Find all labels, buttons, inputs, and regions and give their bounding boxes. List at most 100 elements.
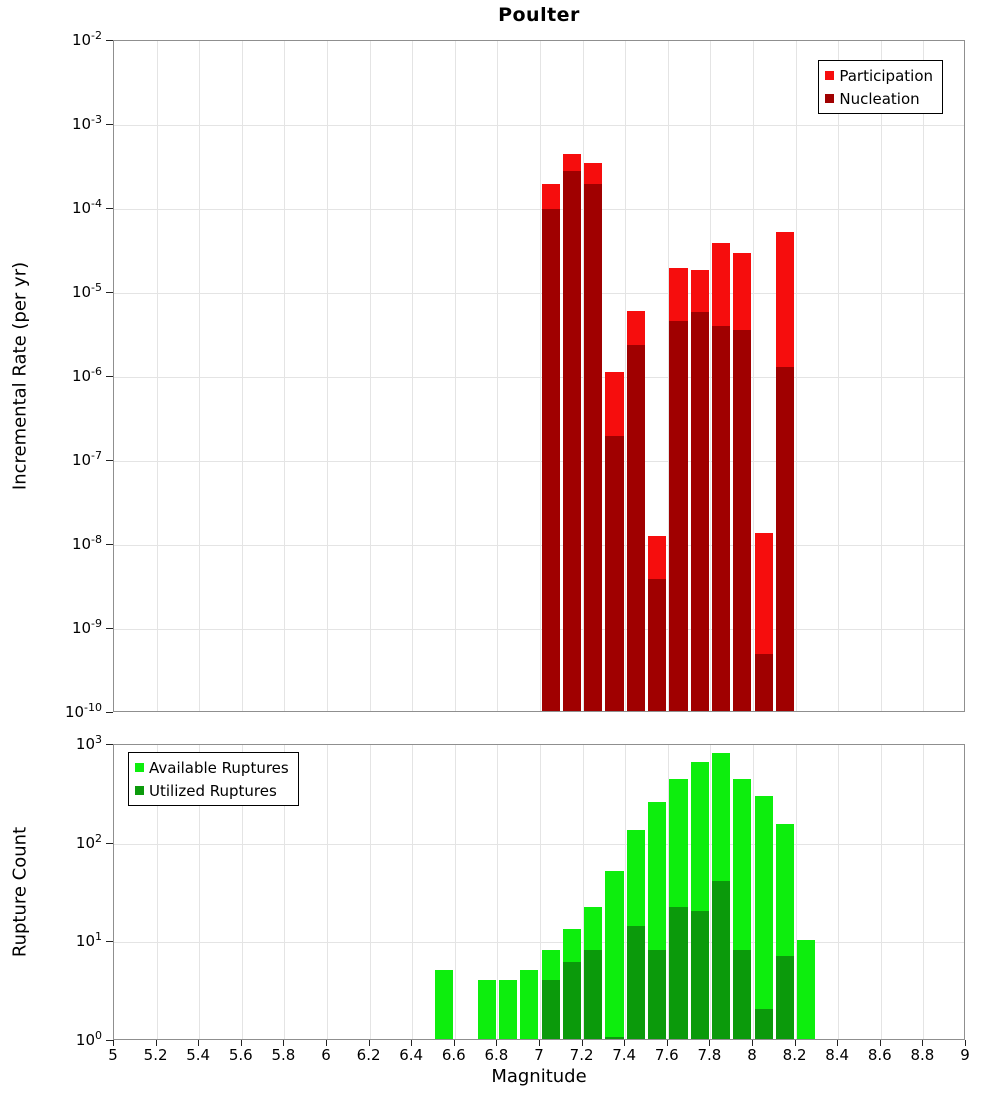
y-tick-mark [106, 124, 113, 125]
y-tick-label: 10-5 [71, 281, 102, 301]
nucleation-bar [605, 435, 624, 711]
gridline [114, 377, 964, 378]
x-tick-mark [155, 1040, 157, 1046]
x-tick-mark [453, 1040, 455, 1046]
x-tick-label: 6 [321, 1046, 331, 1064]
utilized-ruptures-bar [775, 955, 795, 1039]
nucleation-bar [669, 320, 688, 711]
y-tick-label: 10-4 [71, 197, 102, 217]
utilized-ruptures-swatch-icon [135, 786, 144, 795]
gridline [327, 41, 328, 711]
gridline [625, 41, 627, 711]
gridline [369, 41, 371, 711]
rate-legend: Participation Nucleation [818, 60, 943, 114]
available-ruptures-bar [435, 970, 454, 1039]
y-tick-mark [106, 544, 113, 545]
x-tick-mark [666, 1040, 668, 1046]
gridline [412, 41, 414, 711]
y-tick-label: 103 [75, 733, 102, 753]
y-tick-mark [106, 208, 113, 209]
x-tick-mark [879, 1040, 881, 1046]
x-tick-label: 5.2 [143, 1046, 168, 1064]
legend-label-nucleation: Nucleation [839, 89, 920, 108]
gridline [199, 41, 201, 711]
x-tick-mark [965, 1040, 966, 1046]
x-tick-label: 6.8 [484, 1046, 509, 1064]
legend-item-utilized-ruptures: Utilized Ruptures [135, 779, 289, 802]
x-tick-mark [240, 1040, 242, 1046]
available-ruptures-bar [797, 940, 816, 1039]
gridline [497, 745, 499, 1039]
x-tick-label: 5.4 [186, 1046, 211, 1064]
utilized-ruptures-bar [562, 962, 582, 1039]
available-ruptures-swatch-icon [135, 763, 144, 772]
gridline [838, 745, 840, 1039]
legend-label-available-ruptures: Available Ruptures [149, 758, 289, 777]
gridline [114, 293, 964, 294]
x-tick-label: 7.4 [612, 1046, 637, 1064]
gridline [114, 461, 964, 462]
x-tick-mark [837, 1040, 839, 1046]
x-tick-mark [794, 1040, 796, 1046]
x-axis-label: Magnitude [491, 1066, 587, 1087]
gridline [241, 745, 243, 1039]
gridline [369, 745, 371, 1039]
rupture-count-plot [113, 744, 965, 1040]
x-tick-label: 8.8 [910, 1046, 935, 1064]
x-tick-mark [624, 1040, 626, 1046]
gridline [540, 41, 541, 711]
gridline [795, 41, 797, 711]
nucleation-bar [562, 170, 582, 711]
x-tick-mark [752, 1040, 753, 1046]
bottom-y-axis-label: Rupture Count [9, 826, 31, 958]
legend-item-participation: Participation [825, 64, 933, 87]
utilized-ruptures-bar [648, 949, 667, 1039]
utilized-ruptures-bar [626, 925, 645, 1039]
y-tick-mark [106, 460, 113, 461]
gridline [114, 125, 964, 126]
y-tick-label: 10-7 [71, 449, 102, 469]
y-tick-label: 101 [75, 930, 102, 951]
gridline [114, 209, 964, 210]
y-tick-mark [106, 40, 113, 41]
utilized-ruptures-bar [690, 910, 709, 1039]
utilized-ruptures-bar [754, 1009, 773, 1039]
utilized-ruptures-bar [669, 906, 688, 1039]
participation-swatch-icon [825, 71, 835, 80]
y-tick-label: 10-8 [71, 533, 102, 553]
gridline [284, 745, 286, 1039]
y-tick-label: 10-9 [71, 617, 102, 637]
y-tick-mark [106, 842, 113, 844]
gridline [156, 41, 158, 711]
legend-item-available-ruptures: Available Ruptures [135, 756, 289, 779]
gridline [582, 41, 584, 711]
x-tick-label: 5 [108, 1046, 118, 1064]
utilized-ruptures-bar [711, 880, 731, 1039]
y-tick-label: 100 [75, 1029, 102, 1049]
x-tick-mark [326, 1040, 327, 1046]
gridline [199, 745, 201, 1039]
y-tick-mark [106, 1040, 113, 1041]
gridline [241, 41, 243, 711]
x-tick-mark [411, 1040, 413, 1046]
nucleation-swatch-icon [825, 94, 835, 103]
x-tick-label: 9 [960, 1046, 970, 1064]
y-tick-label: 10-3 [71, 113, 102, 133]
nucleation-bar [690, 312, 709, 711]
y-tick-mark [106, 628, 113, 629]
gridline [540, 745, 541, 1039]
x-tick-label: 7.2 [569, 1046, 594, 1064]
x-tick-mark [496, 1040, 498, 1046]
available-ruptures-bar [754, 796, 773, 1039]
gridline [838, 41, 840, 711]
x-tick-mark [922, 1040, 924, 1046]
x-tick-mark [283, 1040, 285, 1046]
gridline [795, 745, 797, 1039]
x-tick-label: 8.2 [782, 1046, 807, 1064]
utilized-ruptures-bar [605, 1036, 624, 1039]
y-tick-mark [106, 941, 113, 943]
x-tick-label: 8 [747, 1046, 757, 1064]
gridline [454, 41, 456, 711]
available-ruptures-bar [477, 979, 496, 1039]
